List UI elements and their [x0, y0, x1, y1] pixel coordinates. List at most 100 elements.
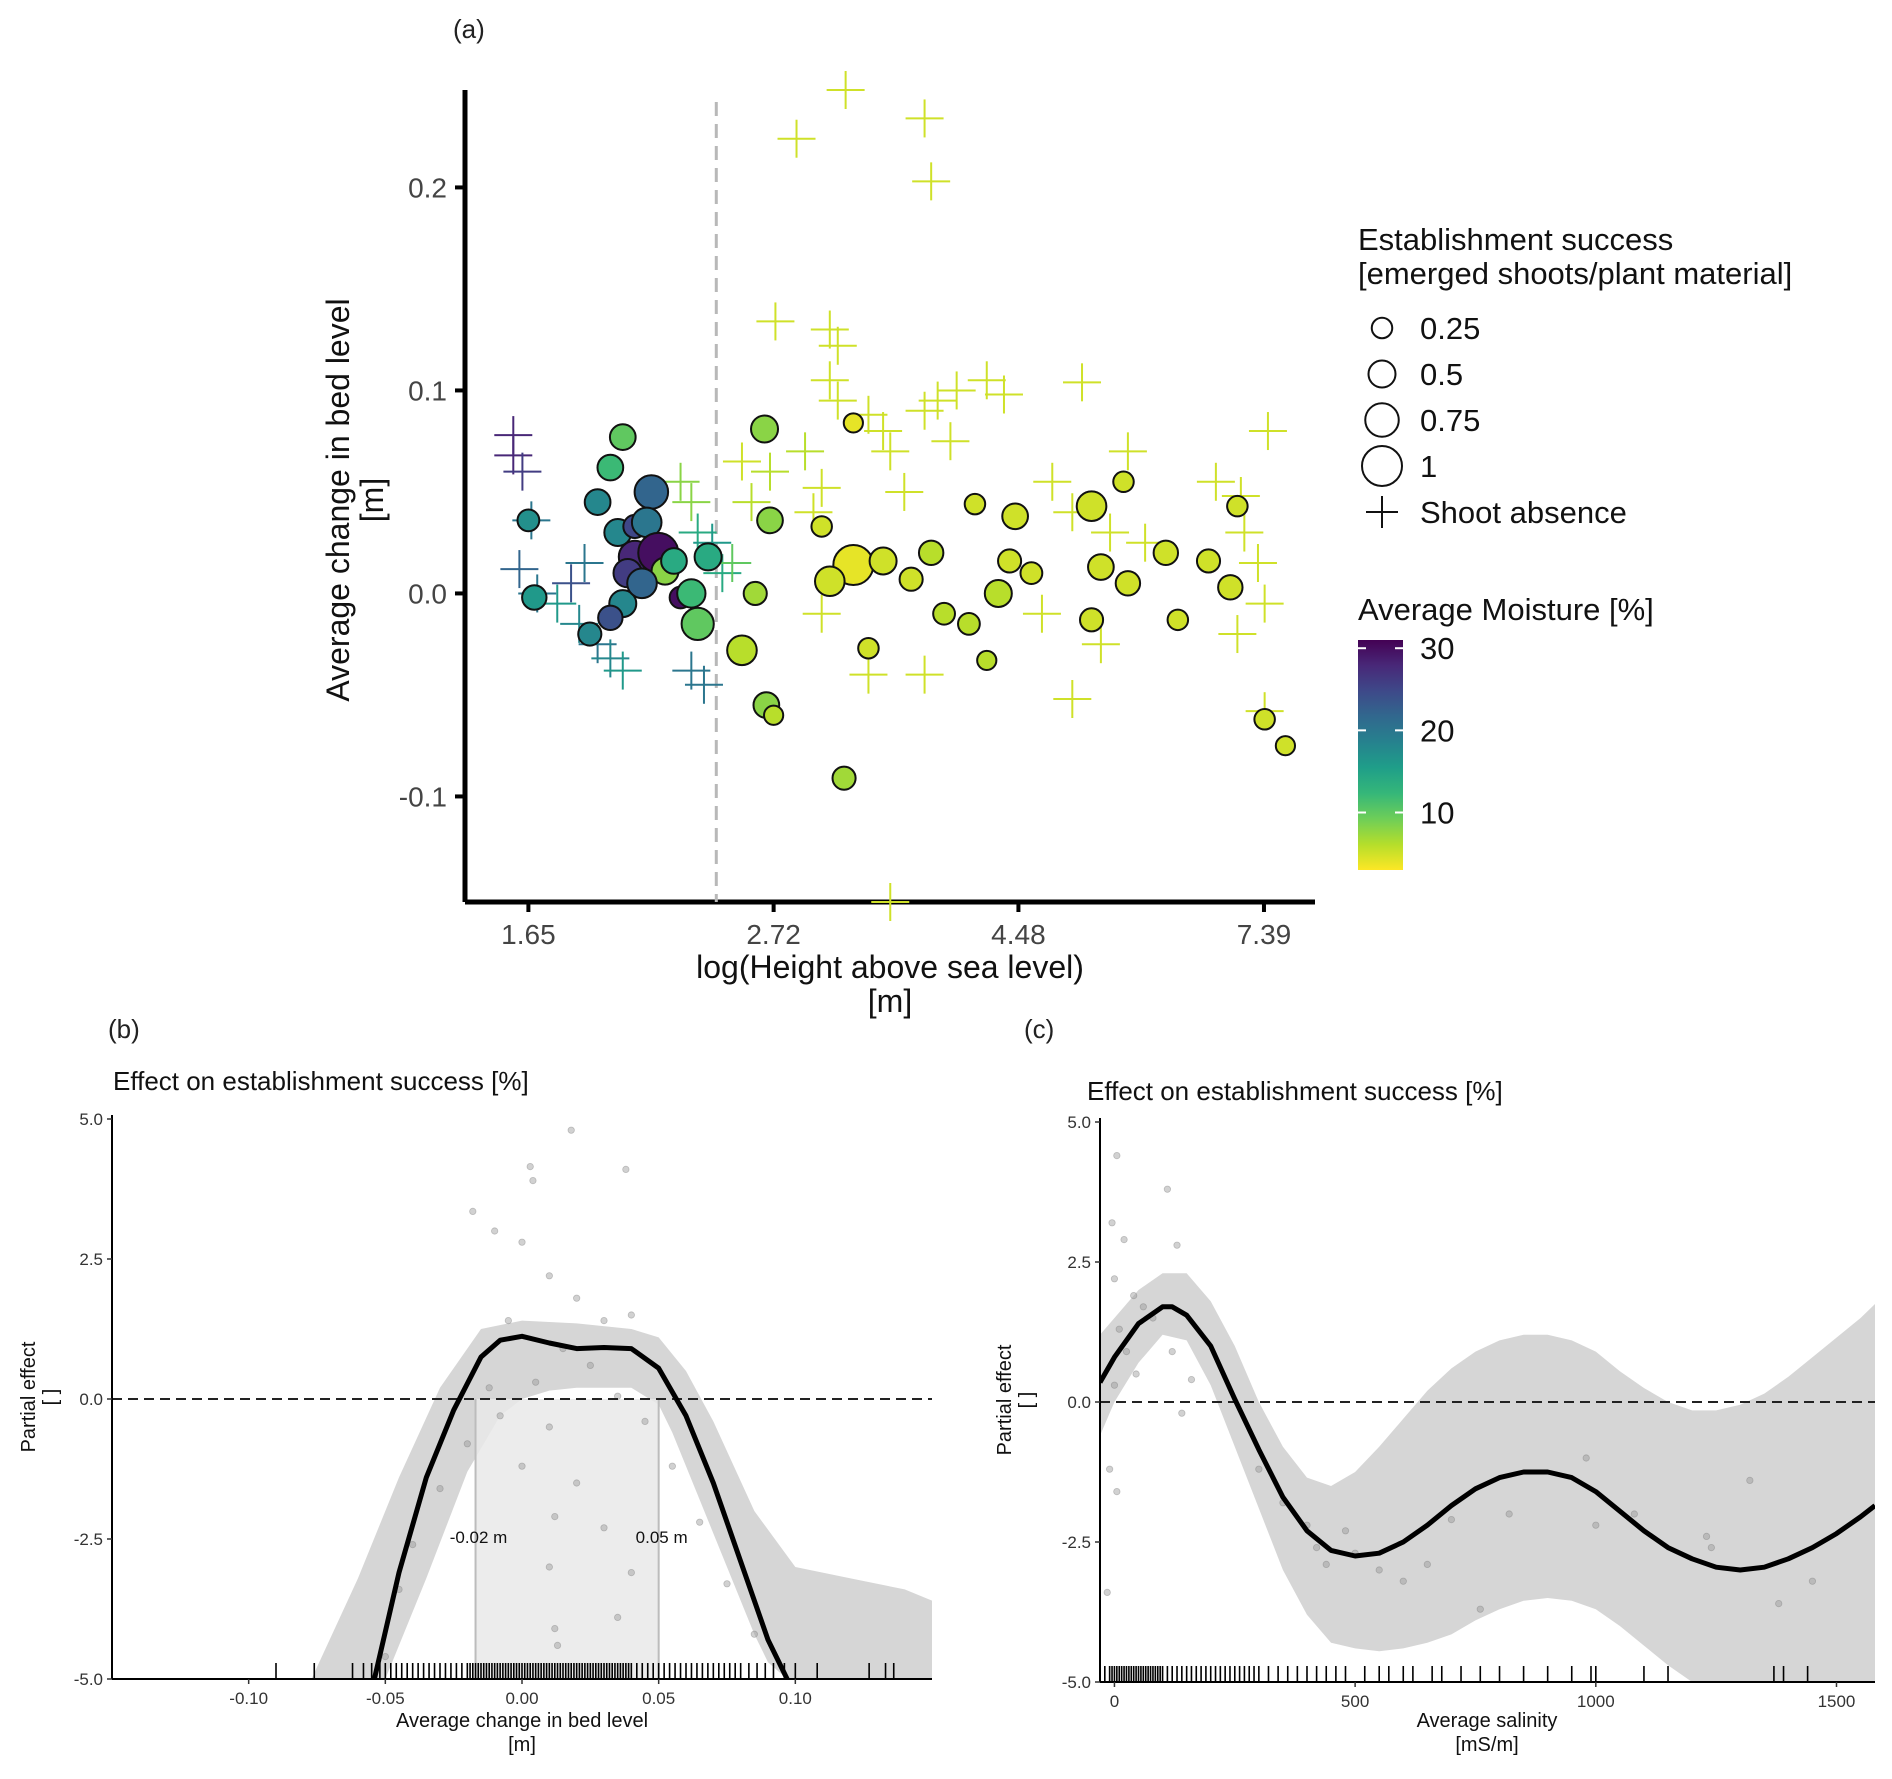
absence-point — [1033, 462, 1072, 501]
residual-point — [504, 1317, 512, 1325]
residual-point — [436, 1485, 444, 1493]
presence-point — [1114, 570, 1142, 597]
absence-point — [905, 655, 944, 694]
colorbar-tick-label: 30 — [1420, 631, 1454, 666]
a-y-tick-label: -0.1 — [399, 781, 447, 812]
absence-point — [1053, 680, 1092, 718]
presence-point — [810, 515, 833, 538]
residual-point — [1113, 1488, 1121, 1496]
y-tick-label: 2.5 — [79, 1250, 103, 1269]
absence-point — [885, 472, 924, 511]
absence-point — [818, 326, 857, 365]
panel-a-x-ticks: 1.65 2.72 4.48 7.39 — [501, 902, 1291, 950]
optimum-range-band — [475, 1399, 659, 1679]
residual-point — [696, 1518, 704, 1526]
presence-point — [1087, 553, 1115, 581]
panel-a: (a) 0.2 0.1 0.0 -0.1 1.65 2.72 4.48 7.39 log(H… — [320, 14, 1315, 1019]
residual-point — [1168, 1348, 1176, 1356]
panel-a-y-ticks: 0.2 0.1 0.0 -0.1 — [399, 172, 465, 812]
presence-point — [676, 578, 707, 609]
residual-point — [1313, 1544, 1321, 1552]
residual-point — [1476, 1605, 1484, 1613]
absence-point — [871, 883, 910, 921]
residual-point — [532, 1378, 540, 1386]
absence-point — [1081, 625, 1120, 664]
absence-point — [756, 302, 795, 341]
presence-point — [680, 606, 715, 641]
presence-point — [596, 453, 625, 482]
panel-c-x-title: Average salinity — [1417, 1710, 1558, 1732]
absence-point — [786, 432, 825, 471]
residual-point — [1341, 1527, 1350, 1535]
x-tick-label: 0.00 — [505, 1689, 538, 1708]
presence-point — [898, 566, 924, 592]
presence-point — [577, 621, 603, 647]
presence-point — [1075, 490, 1108, 522]
absence-point — [864, 412, 903, 451]
residual-point — [1775, 1600, 1783, 1608]
residual-point — [381, 1653, 389, 1661]
residual-point — [496, 1412, 504, 1420]
presence-point — [1001, 502, 1029, 531]
residual-point — [491, 1227, 499, 1235]
absence-point — [905, 99, 944, 138]
presence-point — [626, 567, 658, 600]
panel-b-annotation-right: 0.05 m — [636, 1528, 688, 1547]
residual-point — [409, 1541, 417, 1549]
y-tick-label: 0.0 — [1067, 1393, 1091, 1412]
y-tick-label: -5.0 — [1062, 1673, 1091, 1692]
plot-area — [112, 1126, 932, 1679]
absence-point — [494, 436, 533, 475]
residual-point — [1115, 1325, 1123, 1333]
presence-point — [693, 542, 723, 572]
residual-point — [1173, 1241, 1181, 1249]
absence-point — [984, 375, 1023, 414]
presence-point — [831, 765, 857, 791]
residual-point — [1808, 1577, 1817, 1585]
colorbar-tick-label: 20 — [1420, 713, 1454, 748]
presence-point — [1112, 470, 1135, 494]
x-tick-label: 0 — [1110, 1692, 1119, 1711]
residual-point — [1113, 1152, 1121, 1160]
a-x-tick-label: 1.65 — [501, 919, 556, 950]
absence-point — [1022, 594, 1061, 633]
absence-point — [703, 554, 742, 593]
presence-point — [957, 611, 981, 636]
x-tick-label: 1000 — [1577, 1692, 1615, 1711]
a-x-tick-label: 4.48 — [991, 919, 1046, 950]
legend-absence-label: Shoot absence — [1420, 495, 1627, 530]
presence-point — [976, 649, 998, 672]
y-tick-label: 5.0 — [1067, 1113, 1091, 1132]
absence-point — [732, 483, 771, 522]
absence-point — [751, 452, 790, 491]
panel-c: (c) Effect on establishment success [%] … — [994, 1014, 1875, 1756]
absence-point — [1091, 513, 1130, 552]
x-tick-label: -0.05 — [366, 1689, 405, 1708]
presence-point — [1078, 607, 1105, 633]
presence-point — [1019, 561, 1044, 586]
absence-point — [826, 71, 865, 109]
legend: Establishment success [emerged shoots/pl… — [1358, 222, 1792, 870]
y-tick-label: -2.5 — [74, 1530, 103, 1549]
presence-point — [660, 547, 688, 575]
residual-point — [1399, 1577, 1407, 1585]
panel-b-label: (b) — [108, 1014, 140, 1044]
residual-point — [485, 1384, 493, 1392]
residual-point — [529, 1177, 537, 1185]
residual-point — [750, 1630, 758, 1638]
presence-point — [813, 565, 846, 598]
residual-point — [469, 1207, 477, 1216]
absence-point — [1218, 615, 1257, 654]
presence-point — [633, 474, 670, 510]
panel-c-ticks: 5.0 2.5 0.0 -2.5 -5.0 0 500 1000 1500 — [1062, 1113, 1856, 1711]
residual-point — [1132, 1370, 1140, 1378]
presence-point — [963, 492, 987, 516]
panel-b-y-unit: [ ] — [40, 1389, 62, 1406]
legend-size-circle — [1364, 402, 1400, 438]
residual-point — [1505, 1510, 1513, 1518]
absence-point — [931, 422, 970, 461]
y-tick-label: 5.0 — [79, 1110, 103, 1129]
residual-point — [545, 1423, 553, 1431]
residual-point — [600, 1524, 608, 1532]
absence-point — [1063, 363, 1102, 402]
